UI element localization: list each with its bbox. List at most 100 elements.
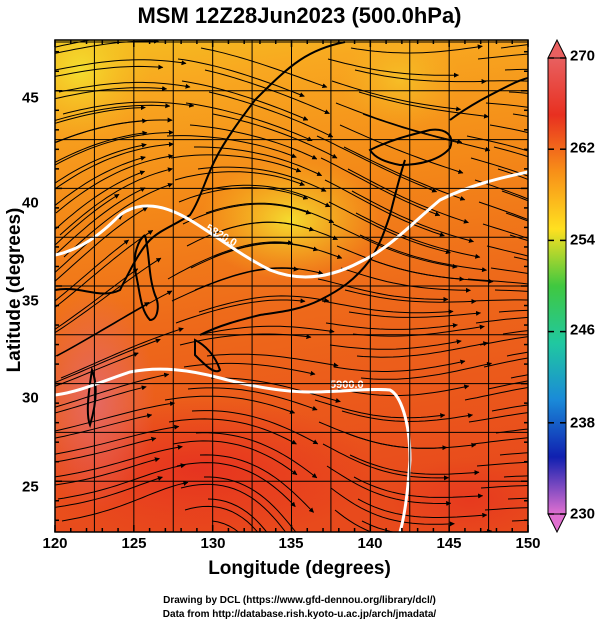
wind-streamline (474, 179, 528, 200)
wind-streamline (361, 520, 493, 532)
wind-streamline (62, 101, 195, 115)
wind-streamline (356, 341, 489, 358)
wind-streamline (171, 266, 299, 302)
y-tick-label: 30 (22, 389, 39, 407)
wind-streamline (61, 480, 189, 522)
wind-streamline (358, 91, 489, 119)
wind-streamline (55, 413, 153, 439)
wind-streamline (58, 81, 191, 93)
wind-streamline (340, 267, 471, 293)
wind-streamline (330, 487, 455, 527)
x-tick-label: 140 (357, 535, 383, 552)
wind-streamline (197, 166, 327, 192)
wind-streamline (334, 509, 373, 532)
wind-streamline (55, 40, 93, 48)
graticule (55, 40, 528, 532)
wind-streamline (482, 223, 528, 239)
wind-streamline (332, 223, 458, 269)
wind-streamline (60, 327, 184, 379)
wind-streamline (55, 436, 157, 463)
wind-streamline (55, 103, 171, 121)
wind-streamline (198, 295, 330, 313)
wind-streamline (486, 245, 528, 257)
wind-streamline (500, 44, 528, 49)
wind-streamline (204, 476, 297, 532)
colorbar-tick-label: 270 (570, 47, 596, 65)
wind-streamline (468, 412, 528, 423)
wind-streamline (479, 336, 528, 346)
wind-streamline (55, 257, 162, 334)
coastline-mainland-asia (55, 41, 346, 295)
coastline-kyushu (194, 338, 222, 373)
wind-streamline (481, 80, 528, 82)
wind-streamline (55, 118, 148, 144)
wind-streamline (357, 498, 488, 518)
wind-streamline (484, 507, 528, 511)
wind-streamline (490, 267, 528, 275)
x-tick-label: 120 (42, 535, 68, 552)
wind-streamline (55, 142, 147, 184)
coastline-korea (133, 234, 159, 322)
wind-streamline (206, 353, 339, 368)
wind-streamline (175, 298, 306, 324)
wind-streamline (316, 135, 438, 193)
wind-streamline (194, 146, 323, 177)
coastline-hokkaido (368, 128, 453, 167)
wind-streamline (351, 190, 474, 243)
wind-streamline (339, 124, 464, 174)
wind-streamline (55, 130, 174, 166)
wind-streamline (55, 141, 174, 190)
wind-streamline (55, 155, 146, 207)
wind-streamline (177, 58, 305, 97)
colorbar-min-arrow (547, 513, 567, 534)
wind-streamline (489, 124, 528, 134)
wind-streamline (167, 240, 293, 280)
colorbar-ramp (547, 57, 567, 515)
wind-streamline (337, 384, 470, 397)
colorbar-tick-label: 238 (570, 414, 596, 432)
wind-streamline (497, 168, 528, 180)
wind-streamline (186, 221, 315, 247)
cool-region-northeast (340, 40, 460, 130)
wind-streamline (478, 201, 528, 221)
wind-streamline (55, 457, 160, 486)
wind-streamline (55, 372, 170, 408)
wind-streamline (55, 385, 147, 414)
wind-streamline (55, 64, 164, 77)
wind-streamline (331, 80, 462, 112)
wind-streamline (502, 330, 528, 335)
colorbar-tick-label: 262 (570, 139, 596, 157)
wind-streamline (182, 203, 312, 225)
axis-tickmarks (54, 40, 529, 532)
wind-streamline (477, 53, 528, 60)
wind-streamline (55, 40, 159, 54)
wind-streamline (181, 80, 309, 121)
wind-streamline (59, 167, 173, 236)
cool-region-northwest (55, 40, 150, 140)
wind-streamline (55, 352, 139, 387)
wind-streamline (55, 105, 146, 124)
wind-streamline (191, 410, 319, 445)
wind-streamline (317, 278, 449, 302)
wind-streamline (55, 170, 146, 231)
wind-streamline (55, 153, 174, 214)
wind-streamline (187, 387, 318, 411)
wind-streamline (325, 322, 458, 330)
wind-streamline (184, 505, 259, 532)
wind-streamline (476, 461, 528, 467)
wind-streamline (353, 476, 484, 499)
y-tick-label: 45 (22, 89, 39, 107)
colorbar-tick-label: 230 (570, 505, 596, 523)
wind-streamline (343, 146, 466, 201)
wind-streamline (321, 300, 454, 315)
wind-streamline (322, 443, 449, 481)
wind-streamline (504, 68, 528, 71)
wind-streamline (195, 432, 318, 479)
colorbar-tickmarks (548, 57, 566, 515)
wind-streamlines (55, 40, 528, 532)
wind-streamline (201, 184, 331, 208)
wind-streamline (63, 182, 173, 258)
x-axis-label: Longitude (degrees) (208, 558, 391, 579)
wind-streamline (347, 168, 469, 224)
